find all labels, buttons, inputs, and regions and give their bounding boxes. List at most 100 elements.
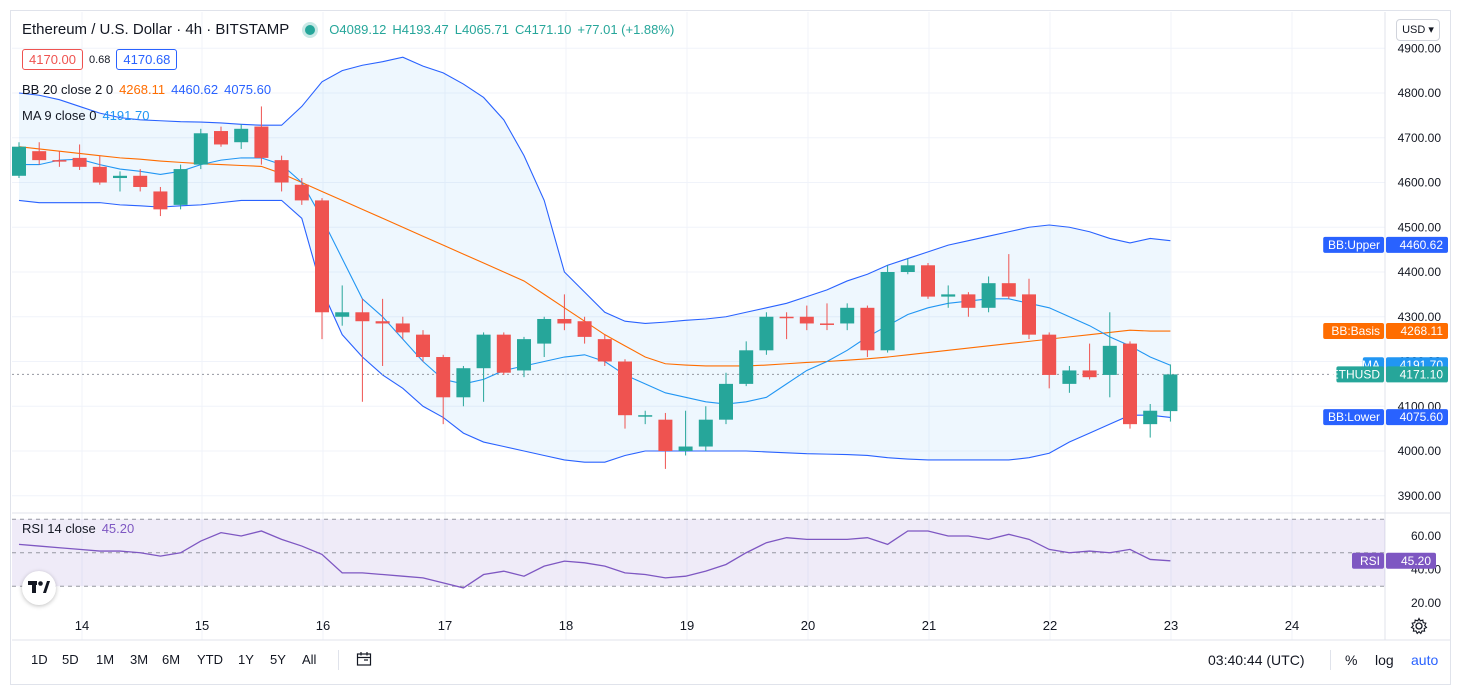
candle-body[interactable] [981, 283, 996, 308]
ohlc-close: C4171.10 [515, 22, 572, 37]
ma-value: 4191.70 [102, 108, 150, 123]
settings-gear-icon[interactable] [1410, 617, 1428, 635]
candle-body[interactable] [921, 265, 935, 297]
candle-body[interactable] [193, 133, 208, 165]
candle-body[interactable] [840, 307, 855, 324]
timeframe-button-5d[interactable]: 5D [62, 652, 79, 667]
candle-body[interactable] [860, 307, 875, 351]
candle-body[interactable] [395, 323, 410, 333]
auto-scale-button[interactable]: auto [1411, 652, 1439, 668]
price-tag-value: 4268.11 [1401, 324, 1444, 338]
candle-body[interactable] [941, 294, 956, 297]
percent-scale-button[interactable]: % [1345, 652, 1358, 668]
timeframe-button-all[interactable]: All [302, 652, 317, 667]
candle-body[interactable] [1042, 334, 1057, 375]
timeframe-button-1m[interactable]: 1M [96, 652, 115, 667]
price-tag-value: 4460.62 [1400, 238, 1444, 252]
candle-body[interactable] [32, 151, 47, 161]
currency-label: USD [1402, 24, 1426, 36]
candle-body[interactable] [961, 294, 976, 308]
ma-label: MA 9 close 0 [22, 108, 97, 123]
bb-basis-line[interactable] [18, 146, 1171, 367]
candle-body[interactable] [517, 339, 531, 371]
symbol-title[interactable]: Ethereum / U.S. Dollar · 4h · BITSTAMP [22, 21, 290, 38]
candle-body[interactable] [1082, 370, 1097, 378]
candle-body[interactable] [577, 321, 592, 337]
price-axis-label: 4700.00 [1398, 131, 1442, 145]
bid-price[interactable]: 4170.00 [22, 49, 83, 70]
candle-body[interactable] [557, 318, 572, 324]
log-scale-button[interactable]: log [1375, 652, 1394, 668]
candle-body[interactable] [375, 321, 390, 324]
candle-body[interactable] [72, 157, 87, 167]
timeframe-button-5y[interactable]: 5Y [270, 652, 286, 667]
candle-body[interactable] [618, 361, 632, 416]
candle-body[interactable] [234, 128, 249, 143]
timeframe-button-1d[interactable]: 1D [31, 652, 48, 667]
ask-price[interactable]: 4170.68 [116, 49, 178, 70]
bb-upper-value: 4460.62 [171, 82, 219, 97]
rsi-legend[interactable]: RSI 14 close 45.20 [22, 521, 134, 536]
candle-body[interactable] [1001, 283, 1016, 297]
price-tag-name-bg [1323, 236, 1384, 253]
candle-body[interactable] [496, 334, 511, 373]
candle-body[interactable] [436, 357, 451, 398]
candle-body[interactable] [315, 200, 329, 313]
tradingview-logo[interactable] [22, 571, 56, 605]
candle-body[interactable] [335, 312, 350, 317]
bb-lower-line[interactable] [18, 199, 1171, 463]
bb-label: BB 20 close 2 0 [22, 82, 114, 97]
candle-body[interactable] [678, 446, 693, 451]
candle-body[interactable] [254, 126, 269, 158]
candle-body[interactable] [698, 419, 713, 447]
timeframe-button-6m[interactable]: 6M [162, 652, 181, 667]
candle-body[interactable] [294, 184, 309, 201]
candle-body[interactable] [597, 339, 612, 362]
candle-body[interactable] [153, 191, 168, 210]
currency-button[interactable]: USD ▾ [1396, 19, 1440, 41]
bb-legend[interactable]: BB 20 close 2 0 4268.11 4460.62 4075.60 [22, 82, 271, 97]
candle-body[interactable] [799, 316, 814, 324]
candle-body[interactable] [719, 383, 733, 420]
candle-body[interactable] [113, 175, 127, 179]
candle-body[interactable] [638, 415, 653, 417]
price-tag-value-bg [1386, 409, 1448, 426]
candle-body[interactable] [133, 175, 148, 187]
ma-legend[interactable]: MA 9 close 0 4191.70 [22, 108, 149, 123]
rsi-line[interactable] [18, 530, 1171, 589]
candle-body[interactable] [173, 169, 188, 205]
ma-line[interactable] [19, 157, 1171, 405]
candle-body[interactable] [1022, 294, 1036, 335]
candle-body[interactable] [537, 318, 552, 344]
candle-body[interactable] [658, 419, 673, 451]
candle-body[interactable] [1143, 410, 1158, 425]
timeframe-button-1y[interactable]: 1Y [238, 652, 254, 667]
candle-body[interactable] [1163, 374, 1178, 412]
candle-body[interactable] [52, 160, 67, 162]
date-range-icon[interactable] [356, 651, 372, 667]
bb-upper-line[interactable] [18, 56, 1171, 325]
candle-body[interactable] [456, 368, 471, 398]
candle-body[interactable] [880, 272, 895, 351]
candle-body[interactable] [1102, 345, 1117, 375]
toolbar-separator [338, 650, 339, 670]
candle-body[interactable] [900, 265, 915, 272]
candle-body[interactable] [820, 323, 834, 325]
candle-body[interactable] [416, 334, 430, 358]
candle-body[interactable] [214, 131, 228, 145]
candle-body[interactable] [274, 160, 289, 183]
candle-body[interactable] [92, 166, 107, 183]
candle-body[interactable] [759, 316, 774, 351]
timeframe-button-ytd[interactable]: YTD [197, 652, 223, 667]
timeframe-button-3m[interactable]: 3M [130, 652, 149, 667]
candle-body[interactable] [739, 350, 754, 384]
candle-body[interactable] [1123, 343, 1137, 425]
candle-body[interactable] [355, 312, 370, 322]
utc-clock[interactable]: 03:40:44 (UTC) [1208, 652, 1305, 668]
candle-body[interactable] [1062, 370, 1077, 384]
candle-body[interactable] [779, 316, 794, 319]
candle-body[interactable] [12, 146, 26, 176]
price-tag-value-bg [1386, 366, 1448, 383]
candle-body[interactable] [476, 334, 491, 369]
